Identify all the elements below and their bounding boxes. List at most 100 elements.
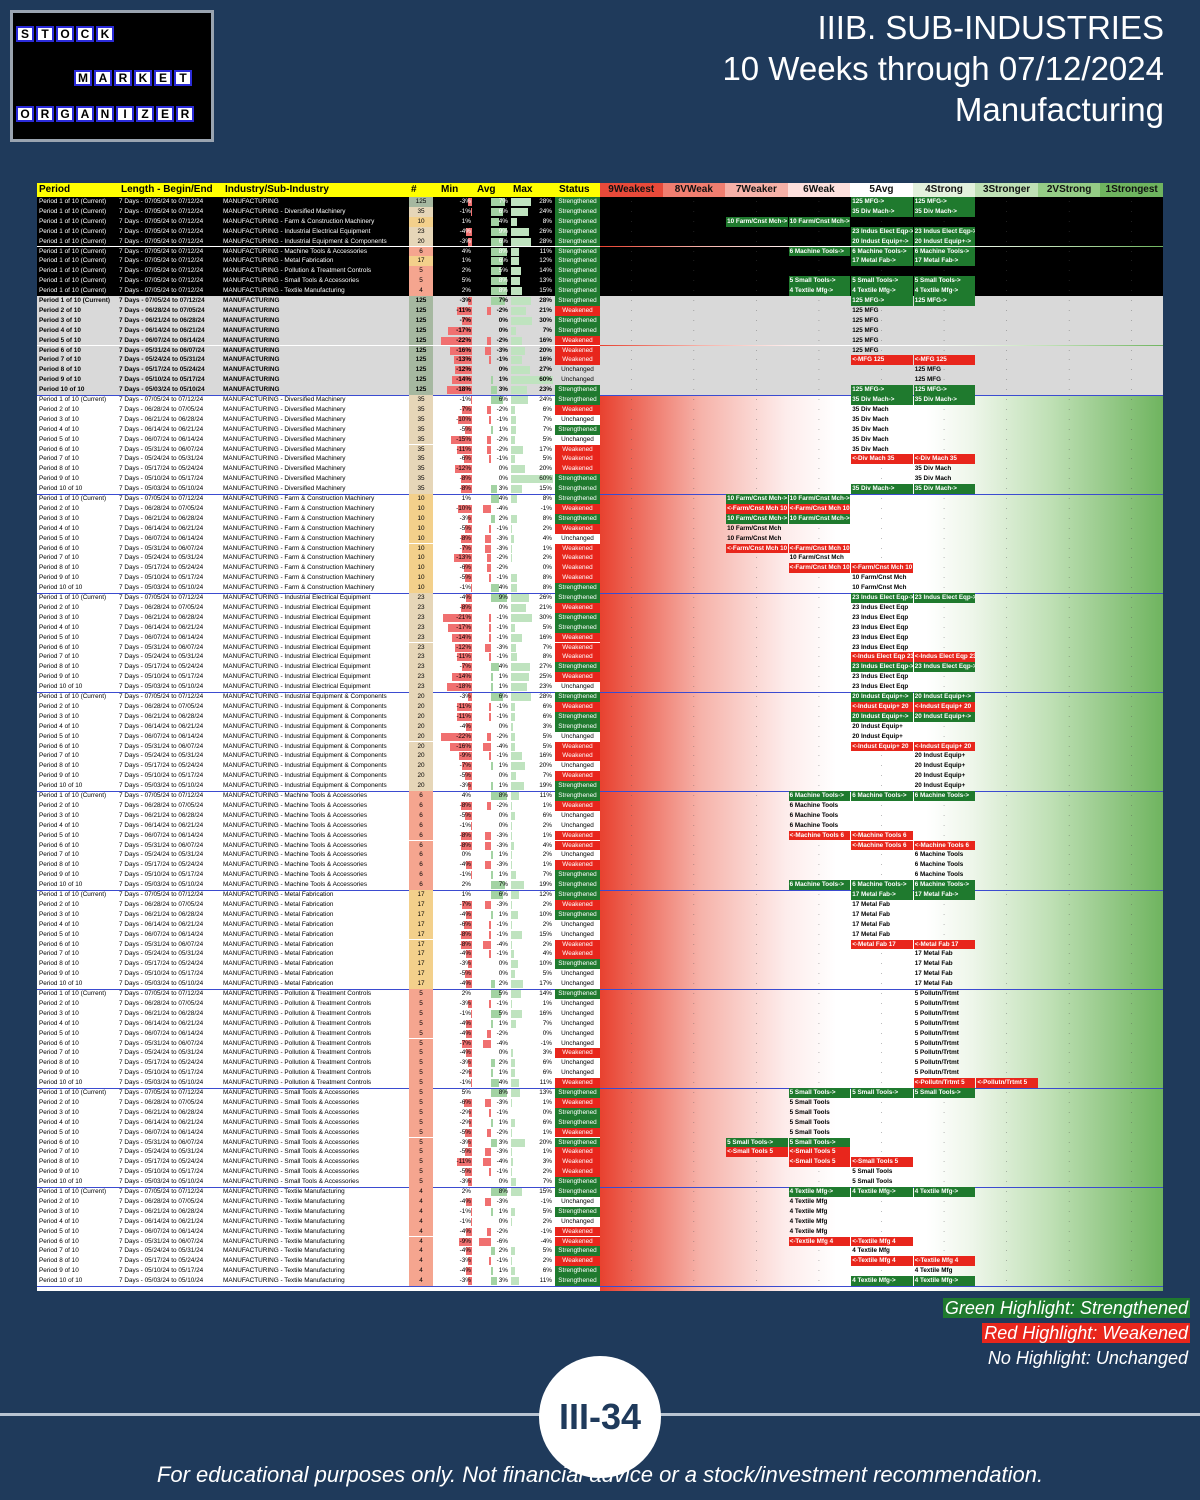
max-bar	[511, 356, 523, 365]
max-cell: 23%	[539, 386, 552, 394]
industry-cell: MANUFACTURING - Textile Manufacturing	[223, 1247, 345, 1255]
avg-cell: 3%	[498, 386, 508, 394]
count-cell-shade	[409, 959, 433, 970]
max-cell: 24%	[539, 396, 552, 403]
level-dot: ·	[1068, 940, 1071, 948]
max-bar	[511, 1257, 513, 1266]
level-dot: ·	[692, 871, 695, 879]
industry-cell: MANUFACTURING	[223, 386, 280, 394]
level-dot: ·	[1005, 762, 1008, 770]
min-cell: 4%	[461, 247, 471, 255]
max-cell: 1%	[542, 544, 552, 552]
level-label: 5 Small Tools->	[913, 1088, 976, 1098]
industry-cell: MANUFACTURING - Metal Fabrication	[223, 920, 334, 928]
level-dot: ·	[817, 861, 820, 869]
level-dot: ·	[1130, 1247, 1133, 1255]
level-dot: ·	[755, 871, 758, 879]
level-label: 17 Metal Fab	[852, 930, 891, 938]
avg-cell: -1%	[496, 455, 508, 463]
level-dot: ·	[817, 346, 820, 354]
status-cell: Strengthened	[555, 959, 600, 970]
count-cell-shade	[409, 1167, 433, 1178]
length-cell: 7 Days - 05/03/24 to 05/10/24	[119, 683, 204, 691]
max-bar	[511, 544, 512, 553]
level-dot: ·	[1130, 1207, 1133, 1215]
level-dot: ·	[1068, 524, 1071, 532]
level-dot: ·	[692, 366, 695, 374]
max-cell: 27%	[539, 663, 552, 671]
count-cell-shade	[409, 305, 433, 316]
level-dot: ·	[1005, 1178, 1008, 1186]
count-cell: 6	[419, 861, 423, 869]
table-row: Period 5 of 10 7 Days - 06/07/24 to 06/14…	[37, 434, 1163, 445]
length-cell: 7 Days - 06/07/24 to 06/14/24	[119, 336, 205, 344]
max-bar	[511, 277, 521, 286]
min-bar	[469, 1108, 472, 1117]
max-cell: 6%	[542, 1059, 552, 1067]
max-bar	[511, 910, 518, 919]
level-dot: ·	[942, 1168, 946, 1176]
table-row: Period 1 of 10 (Current) 7 Days - 07/05/2…	[37, 1187, 1163, 1197]
level-header: 2VStrong	[1037, 183, 1101, 197]
industry-cell: MANUFACTURING - Industrial Electrical Eq…	[223, 603, 371, 611]
count-cell-shade	[409, 256, 433, 267]
count-cell-shade	[409, 989, 433, 999]
count-cell-shade	[409, 296, 433, 306]
industry-cell: MANUFACTURING - Industrial Equipment & C…	[223, 693, 387, 700]
industry-cell: MANUFACTURING - Small Tools & Accessorie…	[223, 1098, 359, 1106]
level-dot: ·	[1068, 1118, 1071, 1126]
level-dot: ·	[692, 960, 695, 968]
avg-cell: -6%	[496, 1237, 508, 1245]
period-cell: Period 3 of 10	[39, 415, 79, 423]
count-cell-shade	[409, 365, 433, 376]
table-row: Period 3 of 10 7 Days - 06/21/24 to 06/28…	[37, 711, 1163, 722]
avg-cell: 1%	[498, 376, 508, 384]
level-dot: ·	[630, 623, 633, 631]
table-row: Period 7 of 10 7 Days - 05/24/24 to 05/31…	[37, 454, 1163, 465]
period-cell: Period 4 of 10	[39, 524, 79, 532]
count-cell: 23	[417, 663, 425, 671]
level-dot: ·	[1068, 861, 1071, 869]
table-row: Period 8 of 10 7 Days - 05/17/24 to 05/24…	[37, 860, 1163, 871]
avg-bar	[489, 574, 491, 583]
level-label: 125 MFG	[852, 316, 879, 324]
count-cell: 23	[417, 643, 425, 651]
level-dot: ·	[942, 435, 946, 443]
level-dot: ·	[692, 247, 695, 255]
level-dot: ·	[880, 970, 883, 978]
table-row: Period 7 of 10 7 Days - 05/24/24 to 05/31…	[37, 355, 1163, 366]
avg-bar	[491, 217, 499, 226]
count-cell: 23	[417, 613, 425, 621]
industry-cell: MANUFACTURING - Farm & Construction Mach…	[223, 217, 375, 225]
count-cell-shade	[409, 414, 433, 425]
level-label: <-Indust Equip+ 20	[851, 741, 913, 752]
count-cell-shade	[409, 1088, 433, 1098]
avg-bar	[491, 396, 503, 404]
avg-cell: -1%	[496, 623, 508, 631]
level-dot: ·	[880, 673, 883, 681]
level-label: 5 Small Tools	[852, 1168, 893, 1176]
level-dot: ·	[1005, 732, 1008, 740]
level-dot: ·	[1130, 603, 1133, 611]
level-dot: ·	[942, 1098, 946, 1106]
level-dot: ·	[1005, 930, 1008, 938]
level-label: <-Metal Fab 17	[913, 939, 976, 950]
level-label: 20 Indust Equip+	[914, 772, 966, 780]
level-dot: ·	[942, 970, 946, 978]
level-label: 6 Machine Tools->	[788, 791, 851, 801]
status-cell: Strengthened	[555, 513, 600, 524]
level-dot: ·	[942, 772, 946, 780]
period-cell: Period 1 of 10 (Current)	[39, 247, 107, 255]
level-dot: ·	[692, 613, 695, 621]
max-cell: 7%	[542, 1019, 552, 1027]
page-title: IIIB. SUB-INDUSTRIES 10 Weeks through 07…	[722, 8, 1164, 131]
level-dot: ·	[880, 366, 883, 374]
section-divider	[37, 1285, 1163, 1287]
table-row: Period 5 of 10 7 Days - 06/07/24 to 06/14…	[37, 335, 1163, 346]
level-dot: ·	[1068, 831, 1071, 839]
avg-bar	[491, 990, 501, 998]
level-label: <-Textile Mfg 4	[788, 1236, 851, 1247]
min-cell: 2%	[461, 267, 471, 275]
level-dot: ·	[1068, 336, 1071, 344]
section-divider	[37, 394, 1163, 396]
